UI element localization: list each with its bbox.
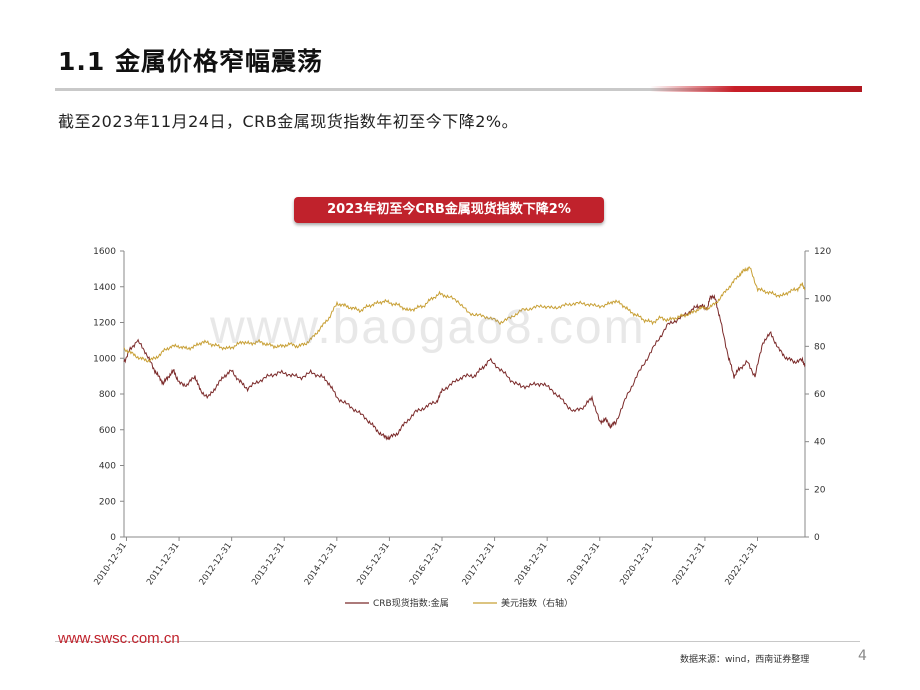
x-axis-tick-label: 2020-12-31 (618, 541, 655, 587)
right-axis-tick-label: 0 (814, 533, 820, 543)
chart-area: 0 200 400 600 800 1000 1200 1400 1600 0 20 40 60 80 10… (80, 235, 845, 620)
source-note: 数据来源：wind，西南证券整理 (680, 655, 810, 665)
right-axis-tick-label: 80 (814, 342, 826, 352)
x-axis-tick-label: 2013-12-31 (250, 541, 287, 587)
x-axis-tick-label: 2019-12-31 (566, 541, 603, 587)
footer-divider (55, 641, 860, 642)
left-axis-tick-label: 0 (110, 533, 116, 543)
series-line-1 (123, 293, 806, 441)
left-axis-tick-label: 1600 (93, 247, 116, 257)
right-axis-tick-label: 100 (814, 295, 831, 305)
series-line-2 (123, 265, 806, 363)
x-axis-tick-label: 2018-12-31 (513, 541, 550, 587)
page-title: 1.1 金属价格窄幅震荡 (58, 47, 323, 76)
right-axis-tick-label: 20 (814, 485, 826, 495)
left-axis-tick-label: 800 (99, 390, 116, 400)
left-axis-tick-label: 400 (99, 462, 116, 472)
x-axis-tick-label: 2011-12-31 (145, 541, 182, 587)
page-subtitle: 截至2023年11月24日，CRB金属现货指数年初至今下降2%。 (58, 112, 519, 131)
x-axis-tick-label: 2015-12-31 (355, 541, 392, 587)
right-axis-tick-label: 60 (814, 390, 826, 400)
x-axis-tick-label: 2012-12-31 (198, 541, 235, 587)
left-axis-tick-label: 200 (99, 497, 116, 507)
page-number: 4 (858, 648, 867, 664)
left-axis-tick-label: 1200 (93, 319, 116, 329)
legend-label-1: CRB现货指数:金属 (373, 597, 449, 609)
x-axis-tick-label: 2014-12-31 (303, 541, 340, 587)
footer-url-link[interactable]: www.swsc.com.cn (58, 630, 180, 647)
x-axis-tick-label: 2021-12-31 (671, 541, 708, 587)
left-axis-tick-label: 600 (99, 426, 116, 436)
line-chart: 0 200 400 600 800 1000 1200 1400 1600 0 20 40 60 80 10… (92, 247, 831, 609)
chart-banner: 2023年初至今CRB金属现货指数下降2% (294, 197, 604, 223)
left-axis-tick-label: 1400 (93, 283, 116, 293)
title-divider (55, 88, 860, 91)
x-axis-tick-label: 2022-12-31 (723, 541, 760, 587)
x-axis-tick-label: 2017-12-31 (461, 541, 498, 587)
left-axis-tick-label: 1000 (93, 354, 116, 364)
legend-label-2: 美元指数（右轴） (501, 597, 573, 609)
right-axis-tick-label: 120 (814, 247, 831, 257)
title-divider-accent (650, 86, 862, 92)
x-axis-tick-label: 2016-12-31 (408, 541, 445, 587)
x-axis-tick-label: 2010-12-31 (92, 541, 129, 587)
right-axis-tick-label: 40 (814, 438, 826, 448)
